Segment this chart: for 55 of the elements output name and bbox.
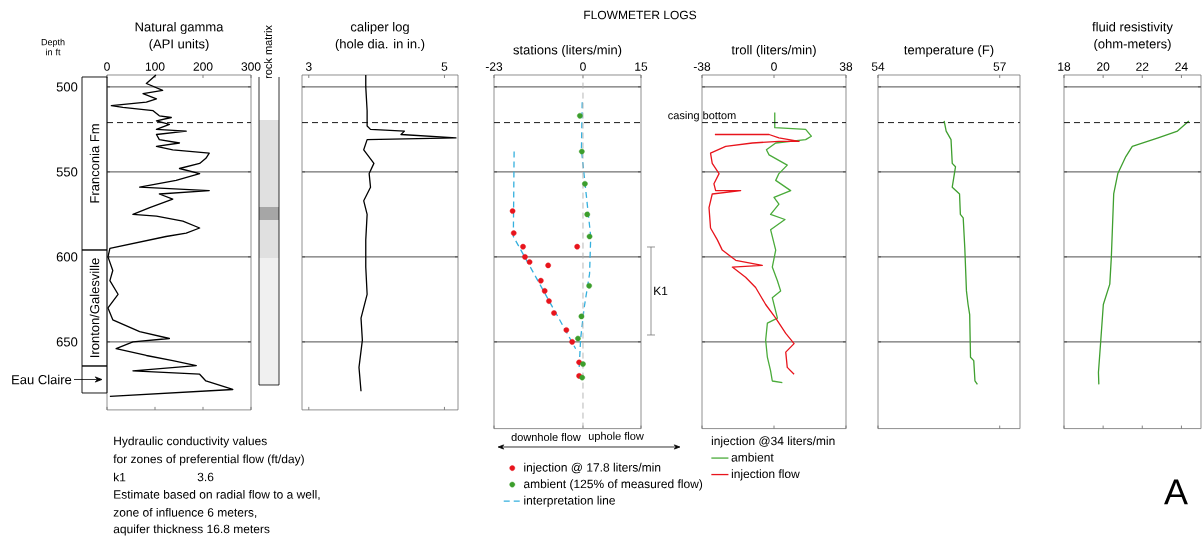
chart-subtitle: (hole dia. in in.): [335, 38, 425, 52]
chart-title: caliper log: [350, 21, 409, 35]
text: A: [1164, 479, 1188, 505]
y-tick-label: 600: [56, 252, 78, 262]
text: Franconia Fm: [89, 124, 100, 203]
text: FLOWMETER LOGS: [584, 10, 697, 20]
legend-label: injection @ 17.8 liters/min: [524, 462, 661, 475]
text: aquifer thickness 16.8 meters: [113, 524, 270, 536]
legend-title: injection @34 liters/min: [711, 436, 835, 448]
y-axis-title: Depth in ft: [41, 38, 65, 56]
legend-label: ambient: [731, 452, 774, 462]
chart-title: temperature (F): [904, 44, 994, 58]
chart-title: troll (liters/min): [731, 44, 816, 58]
x-tick-label: 15: [635, 62, 648, 71]
x-tick-label: 0: [580, 62, 586, 71]
x-tick-label: 300: [241, 62, 261, 71]
chart-title: Natural gamma: [135, 21, 224, 35]
text: k1: [114, 472, 126, 482]
y-tick-label: 500: [56, 82, 78, 92]
x-tick-label: 0: [104, 62, 110, 71]
x-tick-label: 22: [1136, 62, 1149, 71]
x-tick-label: 54: [871, 62, 885, 71]
y-tick-label: 550: [56, 167, 78, 177]
x-tick-label: 200: [193, 62, 213, 71]
y-tick-label: 650: [56, 337, 78, 347]
text: uphole flow: [588, 431, 644, 443]
x-tick-label: 57: [993, 62, 1006, 71]
x-tick-label: 100: [145, 62, 165, 71]
chart-title: stations (liters/min): [513, 44, 622, 58]
x-tick-label: 3: [305, 62, 312, 71]
legend-label: interpretation line: [524, 495, 615, 508]
text: Estimate based on radial flow to a well,: [114, 489, 320, 501]
text: Eau Claire: [12, 374, 72, 385]
x-tick-label: 20: [1097, 62, 1110, 71]
legend-label: injection flow: [731, 469, 800, 481]
x-tick-label: 5: [441, 62, 448, 71]
text: K1: [654, 286, 668, 296]
text: Ironton/Galesville: [89, 258, 100, 357]
x-tick-label: -23: [485, 62, 503, 71]
text: 3.6: [197, 472, 214, 482]
text: rock matrix: [263, 25, 273, 79]
text: downhole flow: [511, 432, 581, 442]
x-tick-label: -38: [693, 62, 711, 71]
chart-subtitle: (ohm-meters): [1094, 38, 1171, 52]
chart-title: fluid resistivity: [1092, 21, 1173, 35]
legend-label: ambient (125% of measured flow): [523, 479, 703, 491]
text: zone of influence 6 meters,: [113, 507, 257, 519]
ref-line-label: casing bottom: [668, 111, 736, 122]
x-tick-label: 18: [1058, 62, 1071, 71]
chart-subtitle: (API units): [149, 38, 209, 52]
x-tick-label: 38: [839, 62, 853, 71]
x-tick-label: 0: [771, 62, 777, 71]
text: Hydraulic conductivity values: [114, 436, 267, 448]
x-tick-label: 24: [1175, 62, 1188, 71]
text: for zones of preferential flow (ft/day): [113, 454, 304, 466]
